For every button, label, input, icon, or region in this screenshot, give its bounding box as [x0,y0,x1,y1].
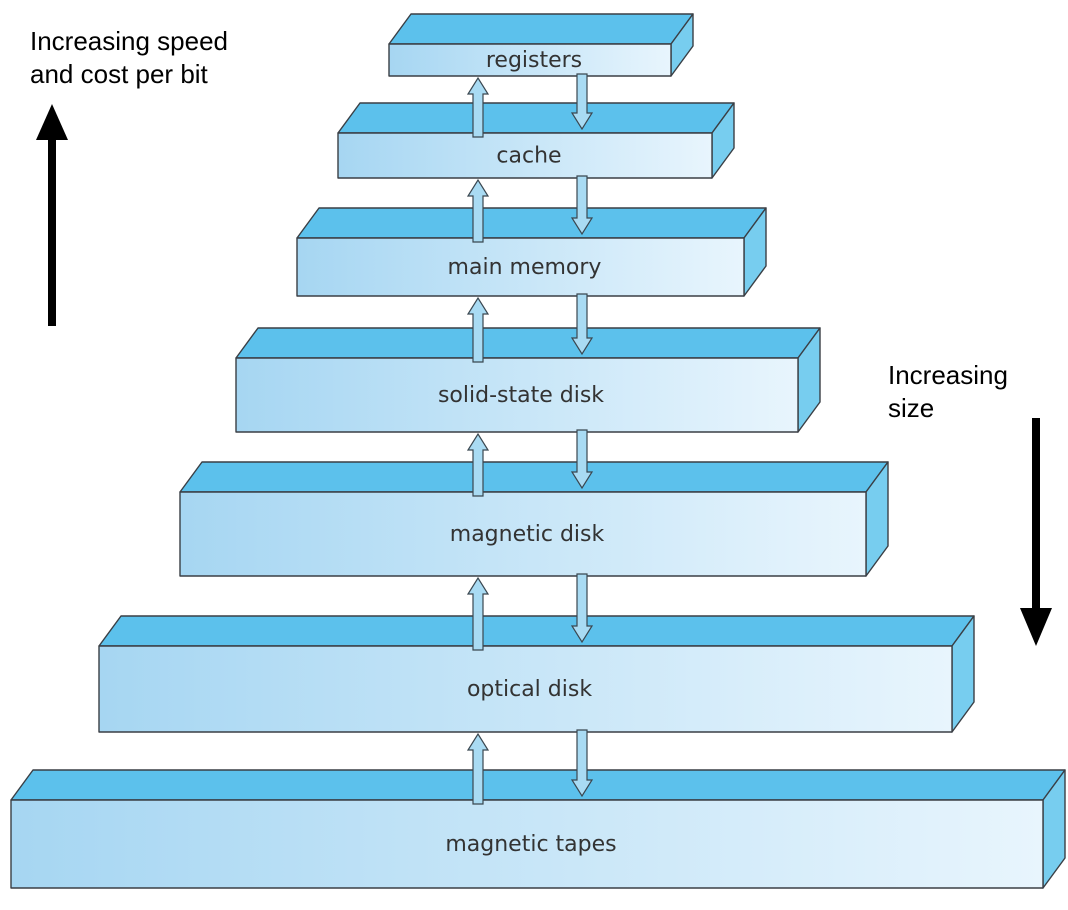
up-arrow-icon [36,104,68,326]
tier-label: main memory [448,255,602,280]
transfer-up-arrow-icon [466,178,490,243]
tier-front-face [296,237,745,297]
size-label-line1: Increasing [888,360,1008,390]
tier-label: magnetic tapes [445,832,616,857]
transfer-arrows-4 [466,573,594,651]
tier-front-face [337,132,713,179]
size-label-line2: size [888,393,934,423]
transfer-arrows-layer [466,73,594,805]
tier-top-face [388,13,694,45]
tier-label: magnetic disk [450,522,605,547]
tier-registers: registers [388,13,694,77]
transfer-up-arrow-icon [466,432,490,497]
transfer-up-arrow-icon [466,732,490,805]
tier-top-face [10,769,1066,801]
tier-top-face [235,327,821,359]
tier-label: registers [486,48,582,73]
transfer-up-arrow-icon [466,296,490,363]
tier-top-face [337,102,735,134]
tier-cache: cache [337,102,735,179]
tier-optical-disk: optical disk [98,615,975,733]
transfer-down-arrow-icon [570,73,594,131]
transfer-down-arrow-icon [570,175,594,236]
tier-front-face [10,799,1044,889]
tier-top-face [296,207,767,239]
transfer-up-arrow-icon [466,576,490,651]
transfer-down-arrow-icon [570,573,594,644]
transfer-arrows-0 [466,73,594,138]
tier-main-memory: main memory [296,207,767,297]
tier-label: cache [496,144,561,169]
transfer-up-arrow-icon [466,76,490,138]
tier-front-face [235,357,799,433]
transfer-arrows-2 [466,293,594,363]
transfer-down-arrow-icon [570,729,594,798]
tier-front-face [98,645,953,733]
tier-solid-state-disk: solid-state disk [235,327,821,433]
speed-cost-indicator: Increasing speed and cost per bit [30,26,228,326]
tier-label: solid-state disk [438,383,604,408]
transfer-down-arrow-icon [570,429,594,490]
tier-front-face [179,491,867,577]
transfer-down-arrow-icon [570,293,594,356]
transfer-arrows-3 [466,429,594,497]
tier-label: optical disk [467,677,592,702]
tiers-layer: registers cache main memory solid-state dis… [10,13,1066,889]
speed-cost-label-line1: Increasing speed [30,26,228,56]
size-indicator: Increasing size [888,360,1052,646]
tier-magnetic-tapes: magnetic tapes [10,769,1066,889]
tier-top-face [98,615,975,647]
transfer-arrows-5 [466,729,594,805]
transfer-arrows-1 [466,175,594,243]
speed-cost-label-line2: and cost per bit [30,59,209,89]
tier-top-face [179,461,889,493]
tier-front-face [388,43,672,77]
down-arrow-icon [1020,418,1052,646]
tier-magnetic-disk: magnetic disk [179,461,889,577]
